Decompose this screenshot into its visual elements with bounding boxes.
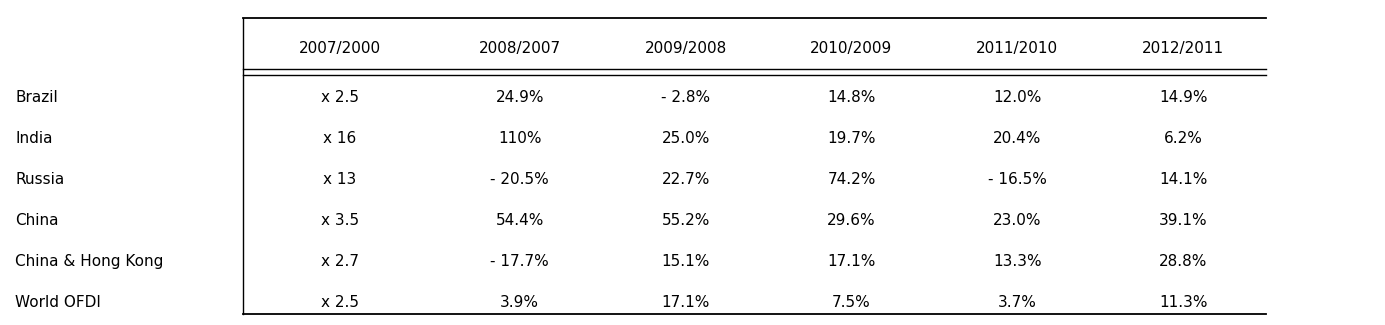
Text: x 2.7: x 2.7	[321, 254, 359, 269]
Text: 7.5%: 7.5%	[832, 295, 871, 310]
Text: 23.0%: 23.0%	[993, 213, 1042, 228]
Text: x 2.5: x 2.5	[321, 295, 359, 310]
Text: 2012/2011: 2012/2011	[1143, 41, 1224, 56]
Text: China: China	[15, 213, 58, 228]
Text: 28.8%: 28.8%	[1159, 254, 1208, 269]
Text: x 2.5: x 2.5	[321, 90, 359, 105]
Text: 12.0%: 12.0%	[993, 90, 1042, 105]
Text: 20.4%: 20.4%	[993, 131, 1042, 146]
Text: 22.7%: 22.7%	[662, 172, 709, 187]
Text: 6.2%: 6.2%	[1163, 131, 1202, 146]
Text: 55.2%: 55.2%	[662, 213, 709, 228]
Text: - 17.7%: - 17.7%	[490, 254, 548, 269]
Text: - 20.5%: - 20.5%	[490, 172, 548, 187]
Text: China & Hong Kong: China & Hong Kong	[15, 254, 163, 269]
Text: 17.1%: 17.1%	[827, 254, 875, 269]
Text: 74.2%: 74.2%	[827, 172, 875, 187]
Text: 15.1%: 15.1%	[662, 254, 709, 269]
Text: 29.6%: 29.6%	[827, 213, 875, 228]
Text: 2010/2009: 2010/2009	[810, 41, 892, 56]
Text: 2007/2000: 2007/2000	[299, 41, 381, 56]
Text: Russia: Russia	[15, 172, 65, 187]
Text: 3.9%: 3.9%	[500, 295, 539, 310]
Text: 2008/2007: 2008/2007	[479, 41, 561, 56]
Text: - 16.5%: - 16.5%	[988, 172, 1047, 187]
Text: 24.9%: 24.9%	[496, 90, 544, 105]
Text: 14.8%: 14.8%	[827, 90, 875, 105]
Text: 54.4%: 54.4%	[496, 213, 544, 228]
Text: 11.3%: 11.3%	[1159, 295, 1208, 310]
Text: x 16: x 16	[324, 131, 357, 146]
Text: x 13: x 13	[324, 172, 357, 187]
Text: World OFDI: World OFDI	[15, 295, 101, 310]
Text: 14.9%: 14.9%	[1159, 90, 1208, 105]
Text: 17.1%: 17.1%	[662, 295, 709, 310]
Text: 19.7%: 19.7%	[827, 131, 875, 146]
Text: 2011/2010: 2011/2010	[976, 41, 1058, 56]
Text: India: India	[15, 131, 53, 146]
Text: 13.3%: 13.3%	[993, 254, 1042, 269]
Text: 3.7%: 3.7%	[997, 295, 1037, 310]
Text: 39.1%: 39.1%	[1159, 213, 1208, 228]
Text: 110%: 110%	[499, 131, 542, 146]
Text: Brazil: Brazil	[15, 90, 58, 105]
Text: 25.0%: 25.0%	[662, 131, 709, 146]
Text: 2009/2008: 2009/2008	[644, 41, 727, 56]
Text: - 2.8%: - 2.8%	[661, 90, 711, 105]
Text: 14.1%: 14.1%	[1159, 172, 1208, 187]
Text: x 3.5: x 3.5	[321, 213, 359, 228]
